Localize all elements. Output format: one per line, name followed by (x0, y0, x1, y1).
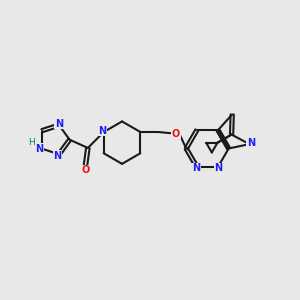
Text: O: O (172, 128, 180, 139)
Text: N: N (214, 164, 223, 173)
Text: N: N (192, 164, 200, 173)
Text: H: H (28, 138, 35, 147)
Text: N: N (98, 126, 106, 136)
Text: N: N (35, 144, 44, 154)
Text: N: N (247, 138, 255, 148)
Text: O: O (81, 165, 90, 175)
Text: N: N (55, 119, 63, 129)
Text: N: N (53, 151, 62, 161)
